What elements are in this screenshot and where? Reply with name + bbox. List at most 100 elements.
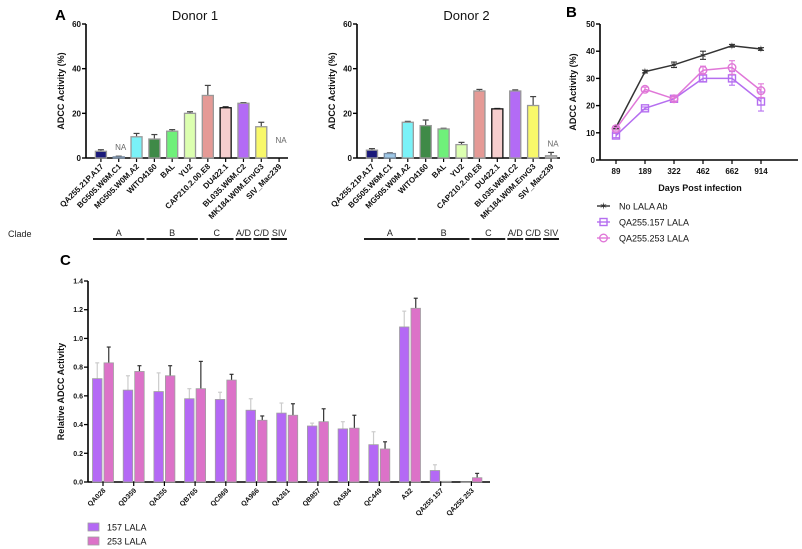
bar — [287, 414, 299, 483]
bar — [226, 379, 237, 483]
bar — [134, 371, 145, 483]
legend-label: QA255.253 LALA — [619, 234, 689, 244]
x-tick-label: 189 — [638, 167, 652, 176]
bar — [337, 428, 349, 483]
na-annotation: NA — [547, 139, 559, 148]
data-point: ✶ — [699, 51, 707, 62]
bar — [130, 136, 143, 159]
bar — [509, 90, 522, 159]
clade-name: A — [387, 228, 393, 238]
y-tick-label: 30 — [586, 74, 595, 83]
series-line — [615, 44, 762, 128]
y-tick-label: 0 — [348, 154, 353, 163]
legend-label: QA255.157 LALA — [619, 218, 689, 228]
y-tick-label: 20 — [72, 109, 81, 118]
y-tick-label: 0.4 — [73, 422, 83, 429]
bar — [349, 427, 360, 483]
x-tick-label: 662 — [725, 167, 739, 176]
legend-marker — [599, 233, 609, 243]
data-point — [640, 84, 650, 94]
x-tick-label: A32 — [400, 487, 414, 501]
x-tick-label: 914 — [754, 167, 768, 176]
bar — [473, 90, 486, 159]
bar — [437, 128, 450, 159]
bar — [306, 425, 318, 483]
panel-label: C — [60, 252, 71, 269]
bar — [441, 480, 452, 483]
data-point — [727, 63, 737, 73]
y-tick-label: 40 — [586, 47, 595, 56]
x-tick-label: QA255 — [148, 487, 169, 508]
clade-name: SIV — [272, 228, 287, 238]
y-tick-label: 40 — [343, 65, 352, 74]
y-tick-label: 0.0 — [73, 480, 83, 487]
clade-name: SIV — [544, 228, 559, 238]
bar — [237, 102, 250, 159]
bar — [122, 389, 134, 483]
bar — [368, 444, 379, 483]
series-1 — [611, 71, 766, 140]
data-point: ✶ — [757, 45, 765, 56]
data-point — [727, 74, 737, 83]
clade-name: B — [169, 228, 175, 238]
na-annotation: NA — [276, 136, 288, 145]
chart-title: Donor 2 — [443, 8, 489, 23]
panel-label: B — [566, 4, 577, 21]
x-tick-label: QB857 — [302, 487, 323, 508]
x-tick-label: QD359 — [117, 487, 138, 508]
clade-name: C/D — [525, 228, 541, 238]
bar — [195, 388, 207, 483]
y-tick-label: 0.2 — [73, 451, 83, 458]
bar — [255, 126, 268, 159]
y-axis-label: ADCC Activity (%) — [327, 52, 337, 129]
bar — [526, 104, 540, 159]
x-tick-label: QA261 — [271, 487, 292, 508]
bar — [257, 419, 268, 483]
bar — [401, 121, 414, 159]
y-tick-label: 20 — [586, 102, 595, 111]
bar — [544, 155, 558, 159]
bar — [379, 448, 391, 483]
y-axis-label: ADCC Activity (%) — [568, 53, 578, 130]
series-line — [615, 77, 762, 137]
bar — [148, 138, 161, 159]
y-tick-label: 0.6 — [73, 393, 83, 400]
series-0: ✶✶✶✶✶✶ — [612, 41, 765, 134]
x-tick-label: QA028 — [87, 487, 108, 508]
series-line — [615, 66, 762, 130]
bar — [92, 378, 103, 483]
y-axis-label: ADCC Activity (%) — [56, 52, 66, 129]
x-tick-label: BAL — [430, 162, 448, 180]
bar — [94, 150, 108, 159]
legend-label: No LALA Ab — [619, 202, 668, 212]
clade-name: C/D — [254, 228, 270, 238]
x-tick-label: QA966 — [240, 487, 261, 508]
x-tick-label: QB765 — [179, 487, 200, 508]
clade-name: A/D — [508, 228, 524, 238]
bar — [460, 481, 471, 484]
legend-label: 253 LALA — [107, 537, 147, 547]
clade-name: A — [116, 228, 122, 238]
y-tick-label: 60 — [343, 20, 352, 29]
chart-title: Donor 1 — [172, 8, 218, 23]
bar — [318, 421, 329, 483]
data-point — [640, 104, 650, 113]
bar — [419, 124, 432, 159]
y-tick-label: 20 — [343, 109, 352, 118]
bar — [399, 326, 410, 483]
clade-name: C — [213, 228, 220, 238]
data-point — [698, 65, 708, 75]
na-annotation: NA — [115, 143, 127, 152]
data-point — [669, 94, 679, 104]
data-point — [698, 74, 708, 83]
legend-swatch — [87, 536, 100, 546]
y-tick-label: 1.2 — [73, 307, 83, 314]
x-tick-label: QA584 — [332, 487, 353, 508]
bar — [112, 156, 125, 159]
series-2 — [611, 60, 766, 134]
data-point — [756, 97, 766, 106]
bar — [455, 143, 468, 159]
